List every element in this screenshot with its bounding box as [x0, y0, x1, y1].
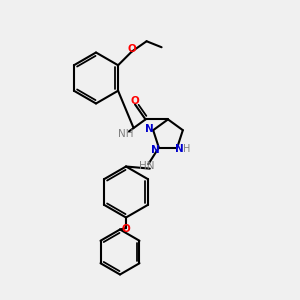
Text: HN: HN [139, 160, 154, 171]
Text: N: N [175, 144, 184, 154]
Text: N: N [152, 145, 160, 155]
Text: O: O [128, 44, 136, 54]
Text: O: O [130, 96, 140, 106]
Text: O: O [122, 224, 130, 234]
Text: N: N [145, 124, 154, 134]
Text: NH: NH [118, 129, 133, 140]
Text: H: H [183, 144, 190, 154]
